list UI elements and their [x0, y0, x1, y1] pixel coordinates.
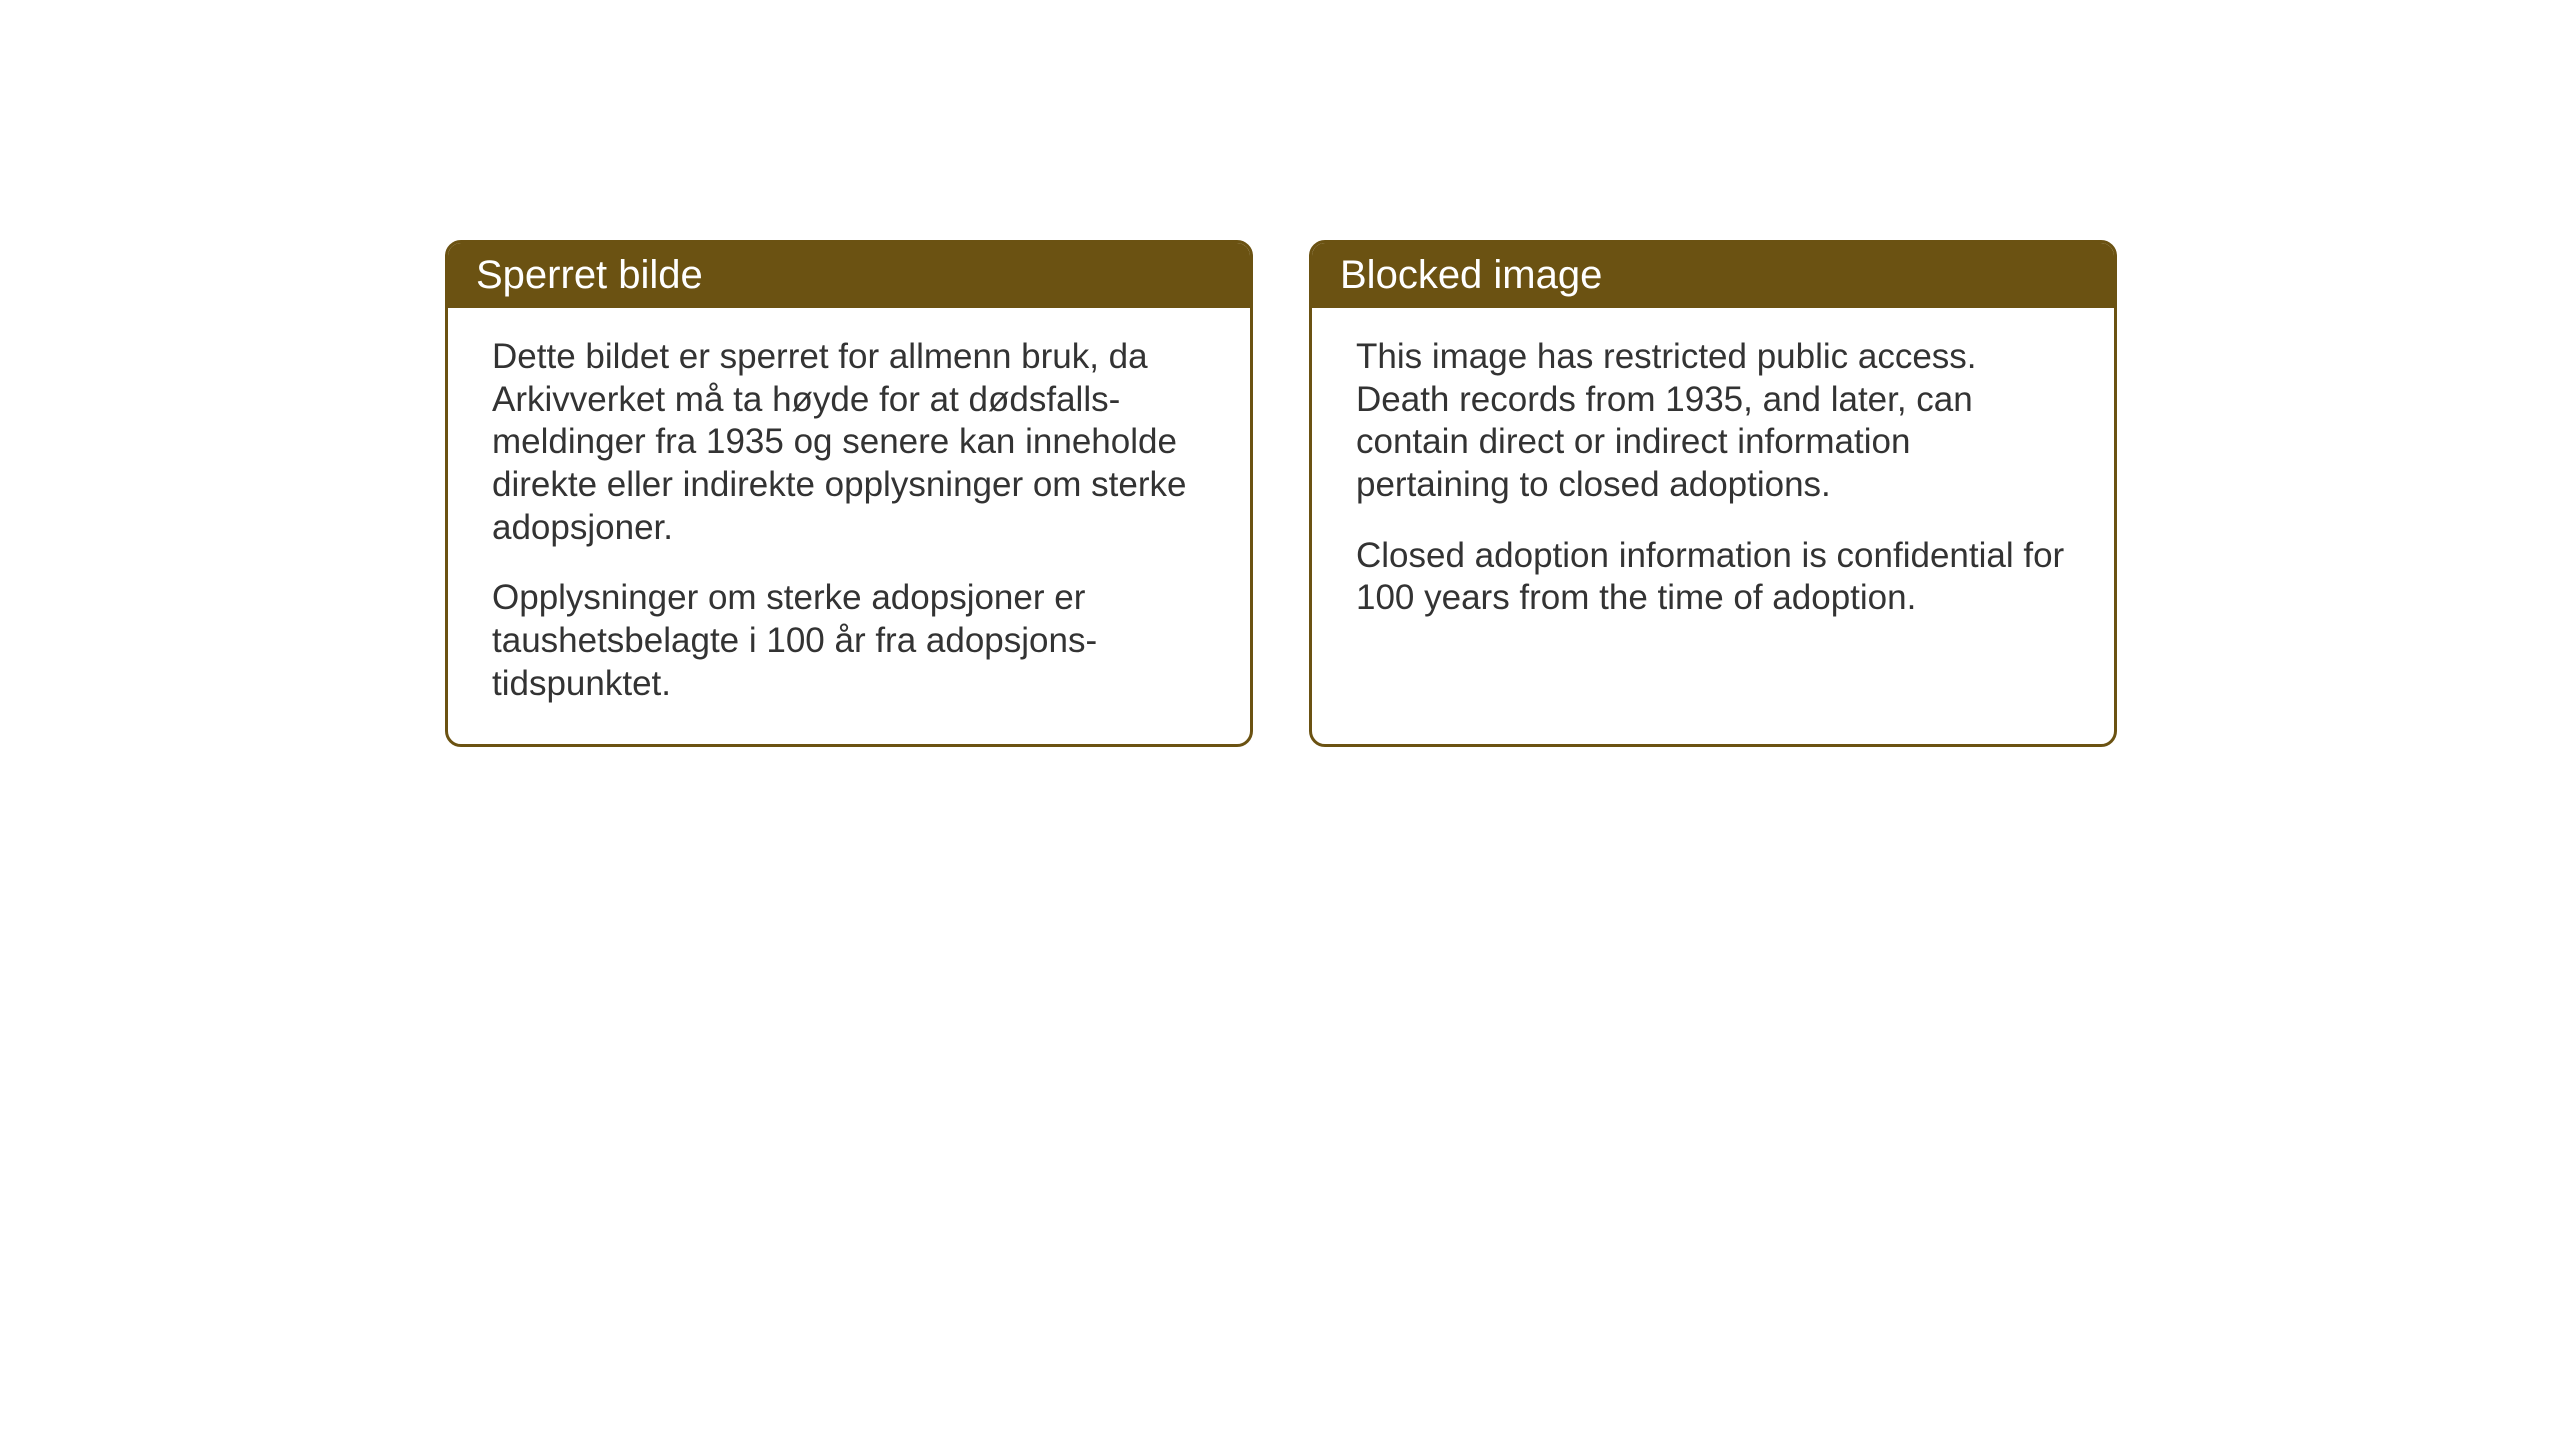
notice-paragraph: This image has restricted public access.… — [1356, 336, 2070, 507]
notice-paragraph: Opplysninger om sterke adopsjoner er tau… — [492, 577, 1206, 705]
notice-paragraph: Dette bildet er sperret for allmenn bruk… — [492, 336, 1206, 549]
notice-box-english: Blocked image This image has restricted … — [1309, 240, 2117, 747]
notice-body-english: This image has restricted public access.… — [1312, 308, 2114, 658]
notice-paragraph: Closed adoption information is confident… — [1356, 535, 2070, 620]
notice-body-norwegian: Dette bildet er sperret for allmenn bruk… — [448, 308, 1250, 744]
notice-header-english: Blocked image — [1312, 243, 2114, 308]
notices-container: Sperret bilde Dette bildet er sperret fo… — [445, 240, 2117, 747]
notice-header-norwegian: Sperret bilde — [448, 243, 1250, 308]
notice-box-norwegian: Sperret bilde Dette bildet er sperret fo… — [445, 240, 1253, 747]
